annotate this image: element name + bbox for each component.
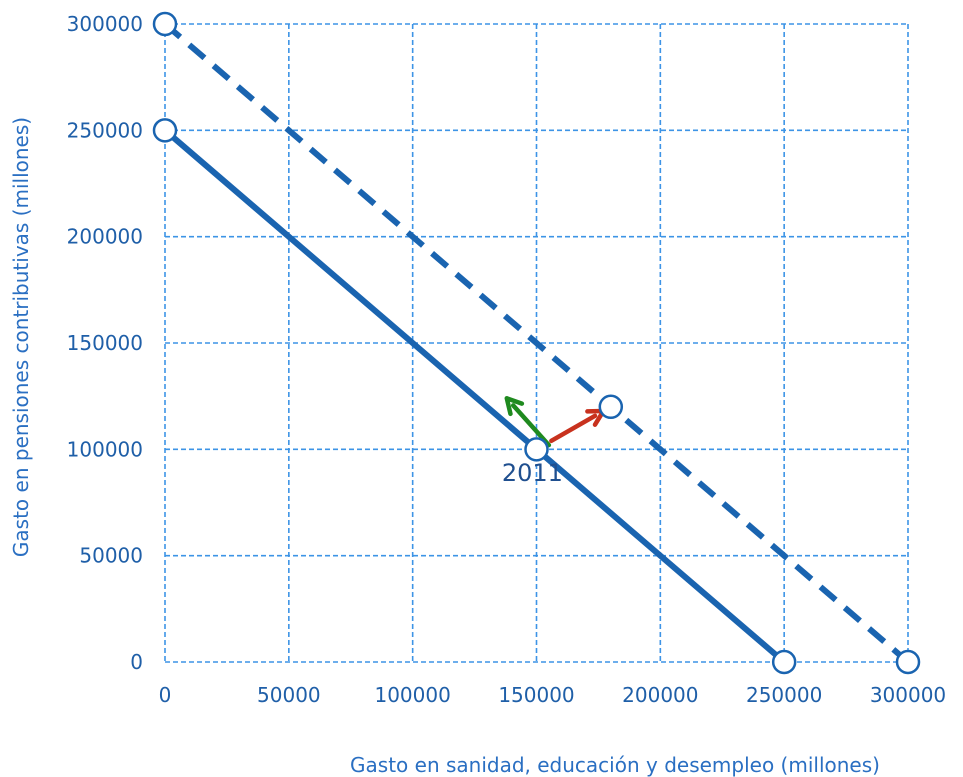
arrow-green — [504, 396, 552, 448]
y-tick-label: 50000 — [79, 544, 143, 568]
y-axis-title: Gasto en pensiones contributivas (millon… — [9, 117, 33, 557]
x-axis-title: Gasto en sanidad, educación y desempleo … — [350, 753, 880, 777]
y-tick-label: 250000 — [67, 118, 143, 142]
point-marker — [152, 118, 178, 143]
series-lines — [163, 21, 910, 665]
markers — [152, 11, 921, 675]
point-marker — [152, 11, 178, 37]
x-tick-label: 150000 — [498, 683, 574, 707]
point-marker — [524, 437, 549, 462]
point-marker — [895, 649, 921, 675]
x-tick-label: 50000 — [257, 683, 321, 707]
y-tick-label: 150000 — [67, 331, 143, 355]
x-tick-label: 200000 — [622, 683, 698, 707]
x-tick-label: 100000 — [374, 683, 450, 707]
point-marker — [598, 394, 624, 420]
y-tick-label: 200000 — [67, 225, 143, 249]
y-tick-label: 300000 — [67, 12, 143, 36]
x-tick-label: 250000 — [746, 683, 822, 707]
arrow-red — [549, 408, 606, 444]
series-line-dashed — [163, 21, 910, 665]
tick-labels: 0 50000 100000 150000 200000 250000 300000 0 500… — [67, 12, 947, 707]
arrows — [504, 396, 606, 448]
series-line-solid — [163, 128, 787, 665]
point-marker — [771, 649, 797, 675]
x-tick-label: 0 — [159, 683, 172, 707]
x-tick-label: 300000 — [870, 683, 946, 707]
y-tick-label: 100000 — [67, 437, 143, 461]
y-tick-label: 0 — [130, 650, 143, 674]
annotation-2011: 2011 — [502, 459, 563, 487]
